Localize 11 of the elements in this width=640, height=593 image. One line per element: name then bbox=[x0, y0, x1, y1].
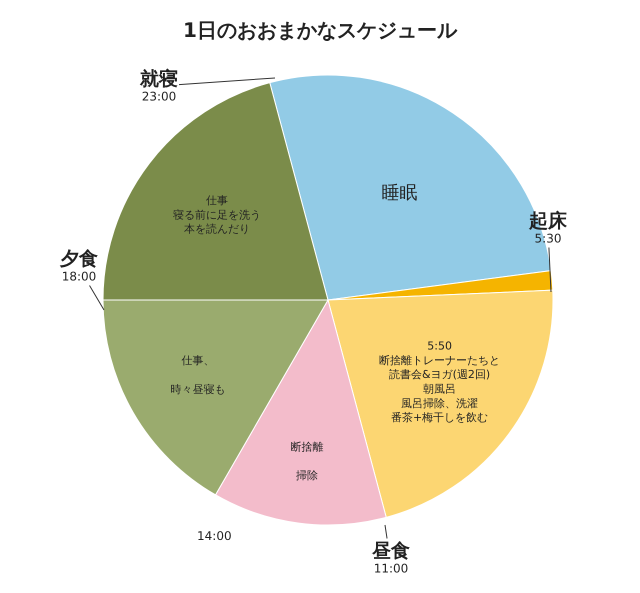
category-label: 断捨離掃除 bbox=[290, 440, 324, 482]
text: 14:00 bbox=[197, 529, 232, 543]
slice-label: 仕事寝る前に足を洗う本を読んだり bbox=[173, 194, 262, 236]
text: 起床 5:30 bbox=[528, 210, 568, 246]
slice-label: 睡眠 bbox=[381, 182, 418, 204]
text: 就寝 23:00 bbox=[139, 68, 178, 104]
category-label: 仕事、時々昼寝も bbox=[170, 354, 226, 396]
chart-title: 1日のおおまかなスケジュール bbox=[183, 18, 458, 42]
slice-label: 5:50断捨離トレーナーたちと読書会&ヨガ(週2回)朝風呂風呂掃除、洗濯番茶+梅干しを飲む bbox=[379, 340, 500, 424]
text: 昼食 11:00 bbox=[371, 540, 410, 576]
text: 夕食 18:00 bbox=[59, 248, 98, 284]
